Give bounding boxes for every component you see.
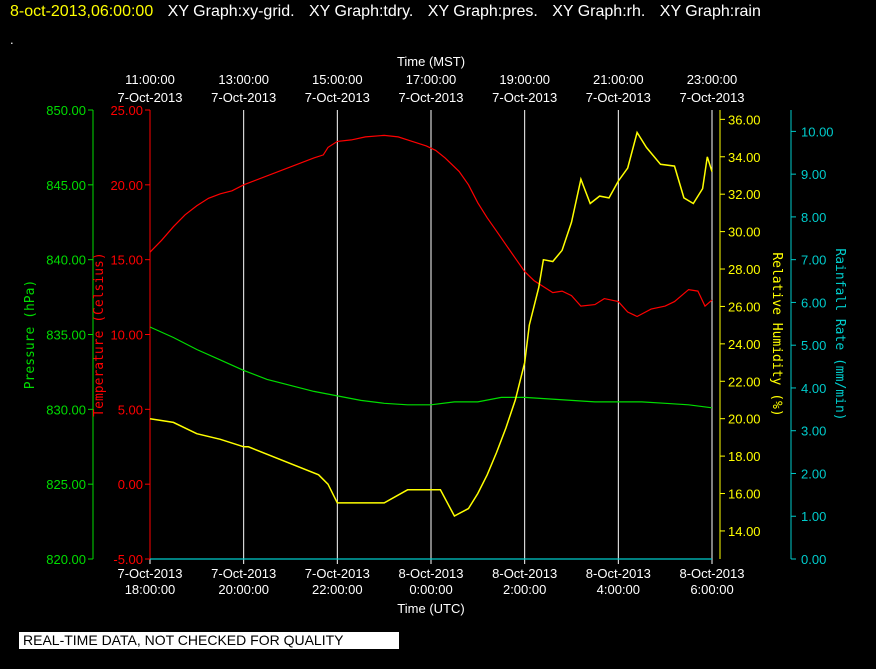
grid-lines (149, 110, 713, 559)
x-top-tick-date: 7-Oct-2013 (117, 90, 182, 105)
pressure-tick-label: 835.00 (46, 328, 86, 343)
x-top-tick-date: 7-Oct-2013 (211, 90, 276, 105)
graph-name-rain: XY Graph:rain (659, 3, 761, 20)
rain-axis-title: Rainfall Rate (mm/min) (832, 248, 847, 420)
pressure-tick-label: 825.00 (46, 477, 86, 492)
axis-labels: 7-Oct-201318:00:007-Oct-201320:00:007-Oc… (23, 54, 847, 616)
x-bottom-tick-date: 7-Oct-2013 (117, 566, 182, 581)
x-bottom-tick-date: 8-Oct-2013 (679, 566, 744, 581)
temperature-series-line (149, 134, 713, 318)
pressure-tick-label: 820.00 (46, 552, 86, 567)
pressure-tick-label: 850.00 (46, 103, 86, 118)
rain-tick-label: 6.00 (801, 295, 826, 310)
x-top-tick-time: 13:00:00 (218, 72, 269, 87)
temperature-tick-label: 5.00 (118, 402, 143, 417)
x-bottom-tick-date: 7-Oct-2013 (211, 566, 276, 581)
x-bottom-tick-time: 22:00:00 (312, 582, 363, 597)
temperature-tick-label: 25.00 (110, 103, 143, 118)
rain-tick-label: 4.00 (801, 381, 826, 396)
timestamp: 8-oct-2013,06:00:00 (10, 3, 154, 20)
title-dot: . (10, 32, 14, 47)
humidity-tick-label: 28.00 (728, 262, 761, 277)
x-bottom-tick-time: 2:00:00 (503, 582, 546, 597)
humidity-tick-label: 32.00 (728, 187, 761, 202)
humidity-tick-label: 20.00 (728, 412, 761, 427)
humidity-tick-label: 16.00 (728, 487, 761, 502)
rain-tick-label: 7.00 (801, 253, 826, 268)
humidity-series-line (149, 130, 713, 518)
x-bottom-tick-time: 4:00:00 (597, 582, 640, 597)
rain-tick-label: 8.00 (801, 210, 826, 225)
pressure-series-line (149, 326, 713, 409)
x-top-tick-time: 15:00:00 (312, 72, 363, 87)
x-bottom-tick-time: 0:00:00 (409, 582, 452, 597)
graph-title-bar: 8-oct-2013,06:00:00 XY Graph:xy-grid. XY… (10, 3, 761, 21)
x-bottom-axis-title: Time (UTC) (397, 601, 464, 616)
x-top-tick-date: 7-Oct-2013 (586, 90, 651, 105)
rain-tick-label: 3.00 (801, 424, 826, 439)
rain-tick-label: 10.00 (801, 124, 834, 139)
x-top-tick-time: 21:00:00 (593, 72, 644, 87)
graph-name-rh: XY Graph:rh. (552, 3, 646, 20)
temperature-tick-label: -5.00 (113, 552, 143, 567)
x-top-tick-date: 7-Oct-2013 (679, 90, 744, 105)
pressure-tick-label: 845.00 (46, 178, 86, 193)
humidity-axis-title: Relative Humidity (%) (769, 252, 784, 416)
temperature-tick-label: 15.00 (110, 253, 143, 268)
data-series (149, 130, 713, 560)
humidity-tick-label: 36.00 (728, 112, 761, 127)
x-top-tick-time: 19:00:00 (499, 72, 550, 87)
graph-name-grid: XY Graph:xy-grid. (167, 3, 295, 20)
graph-name-tdry: XY Graph:tdry. (309, 3, 414, 20)
x-top-tick-date: 7-Oct-2013 (398, 90, 463, 105)
x-top-tick-time: 23:00:00 (687, 72, 738, 87)
humidity-tick-label: 14.00 (728, 524, 761, 539)
x-bottom-tick-date: 7-Oct-2013 (305, 566, 370, 581)
rain-tick-label: 0.00 (801, 552, 826, 567)
x-top-axis-title: Time (MST) (397, 54, 465, 69)
humidity-tick-label: 22.00 (728, 374, 761, 389)
humidity-tick-label: 26.00 (728, 299, 761, 314)
x-bottom-tick-time: 18:00:00 (125, 582, 176, 597)
temperature-axis-title: Temperature (Celsius) (92, 252, 107, 416)
humidity-tick-label: 18.00 (728, 449, 761, 464)
x-bottom-tick-time: 6:00:00 (690, 582, 733, 597)
x-top-tick-time: 17:00:00 (406, 72, 457, 87)
temperature-tick-label: 20.00 (110, 178, 143, 193)
x-bottom-tick-time: 20:00:00 (218, 582, 269, 597)
x-bottom-tick-date: 8-Oct-2013 (586, 566, 651, 581)
temperature-tick-label: 0.00 (118, 477, 143, 492)
pressure-tick-label: 840.00 (46, 253, 86, 268)
humidity-tick-label: 34.00 (728, 150, 761, 165)
graph-name-pres: XY Graph:pres. (427, 3, 538, 20)
humidity-tick-label: 24.00 (728, 337, 761, 352)
humidity-tick-label: 30.00 (728, 225, 761, 240)
x-bottom-tick-date: 8-Oct-2013 (492, 566, 557, 581)
x-top-tick-date: 7-Oct-2013 (492, 90, 557, 105)
rain-tick-label: 1.00 (801, 509, 826, 524)
pressure-tick-label: 830.00 (46, 402, 86, 417)
rain-tick-label: 9.00 (801, 167, 826, 182)
quality-disclaimer: REAL-TIME DATA, NOT CHECKED FOR QUALITY (19, 632, 399, 649)
temperature-tick-label: 10.00 (110, 328, 143, 343)
rain-tick-label: 2.00 (801, 466, 826, 481)
axes (88, 109, 796, 564)
x-top-tick-date: 7-Oct-2013 (305, 90, 370, 105)
pressure-axis-title: Pressure (hPa) (23, 280, 38, 390)
x-top-tick-time: 11:00:00 (125, 72, 175, 87)
x-bottom-tick-date: 8-Oct-2013 (398, 566, 463, 581)
rain-tick-label: 5.00 (801, 338, 826, 353)
